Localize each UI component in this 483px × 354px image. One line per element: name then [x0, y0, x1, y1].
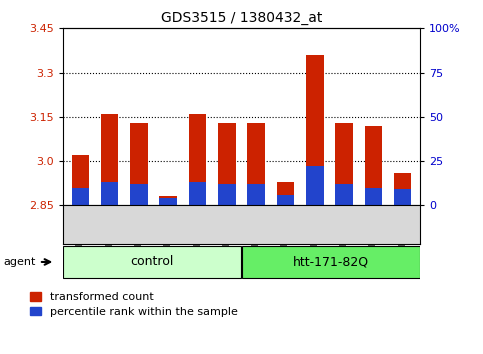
Bar — [101, 182, 118, 205]
Bar — [159, 198, 177, 205]
Bar — [394, 189, 412, 205]
Bar — [159, 196, 177, 205]
Text: htt-171-82Q: htt-171-82Q — [293, 256, 369, 268]
Bar — [101, 114, 118, 205]
Bar — [247, 184, 265, 205]
Bar — [335, 123, 353, 205]
Title: GDS3515 / 1380432_at: GDS3515 / 1380432_at — [161, 11, 322, 24]
Bar — [365, 126, 382, 205]
Bar — [71, 188, 89, 205]
Bar — [306, 166, 324, 205]
Legend: transformed count, percentile rank within the sample: transformed count, percentile rank withi… — [30, 292, 238, 317]
Bar — [277, 195, 294, 205]
Bar — [335, 184, 353, 205]
Bar — [365, 188, 382, 205]
FancyBboxPatch shape — [63, 246, 241, 278]
Text: agent: agent — [3, 257, 36, 267]
Bar — [277, 182, 294, 205]
Bar — [71, 155, 89, 205]
Bar — [189, 182, 206, 205]
Bar — [218, 184, 236, 205]
Bar — [218, 123, 236, 205]
Bar — [130, 123, 148, 205]
Bar — [189, 114, 206, 205]
Text: control: control — [130, 256, 174, 268]
Bar — [394, 173, 412, 205]
Bar — [306, 55, 324, 205]
FancyBboxPatch shape — [242, 246, 420, 278]
Bar — [130, 184, 148, 205]
Bar — [247, 123, 265, 205]
